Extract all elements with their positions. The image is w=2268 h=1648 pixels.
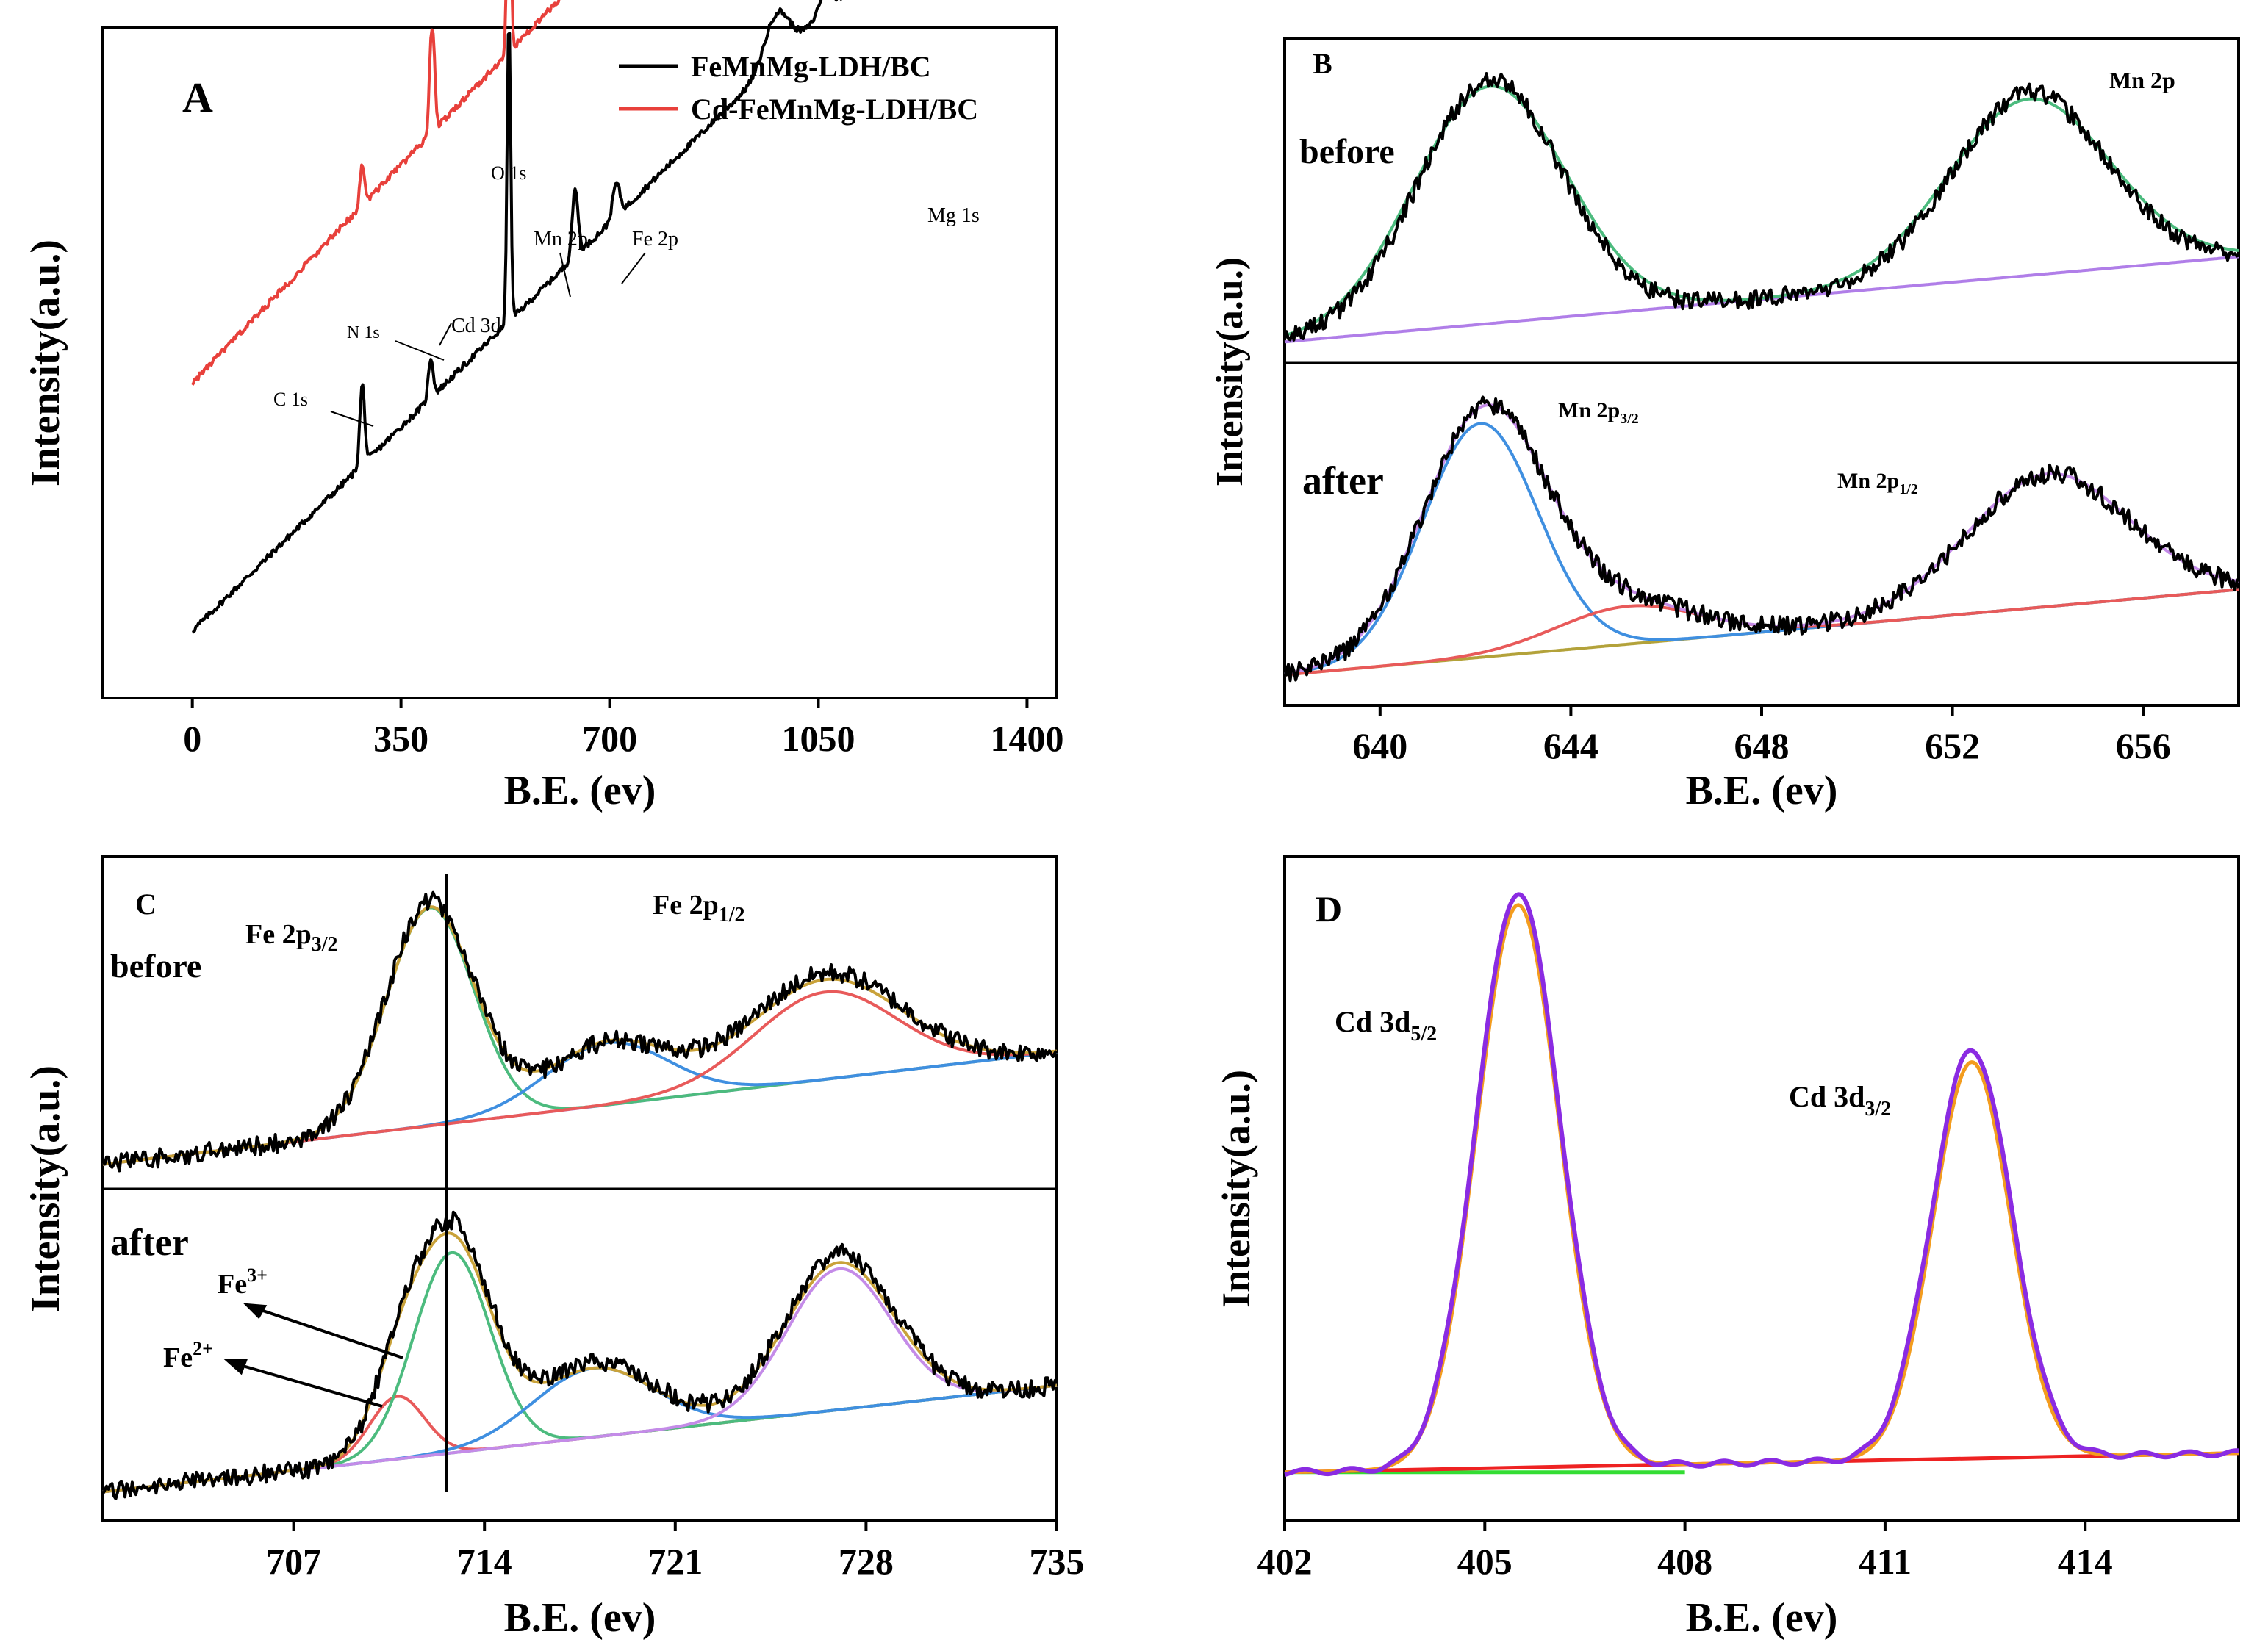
panel-c-xtick-label: 728 (839, 1541, 894, 1582)
panel-d-xtick-label: 411 (1859, 1541, 1912, 1582)
panel-c-before-raw (101, 890, 1058, 1173)
panel-a-xlabel: B.E. (ev) (504, 768, 656, 813)
panel-c-xtick-label: 707 (266, 1541, 321, 1582)
panel-b-xtick-label: 644 (1543, 725, 1598, 766)
panel-c-ylabel: Intensity(a.u.) (23, 1065, 68, 1312)
annotation-c1s: C 1s (273, 389, 308, 410)
panel-b-after-mn-2p3-2-peak (1284, 422, 2239, 676)
panel-c-after-label: after (110, 1222, 189, 1264)
panel-c-fe3-label: Fe3+ (218, 1264, 268, 1300)
panel-d-ylabel: Intensity(a.u.) (1214, 1070, 1258, 1308)
panel-b-xtick-label: 652 (1925, 725, 1980, 766)
panel-d-plot: 402 405 408 411 414 (1257, 892, 2239, 1582)
panel-b-plot: 640 644 648 652 656 (1283, 72, 2240, 766)
legend-black-label: FeMnMg-LDH/BC (691, 50, 931, 83)
panel-d-xtick-label: 402 (1257, 1541, 1313, 1582)
panel-c-xtick-label: 721 (647, 1541, 703, 1582)
panel-b-before-raw (1283, 72, 2239, 342)
panel-b-mn2p12-label: Mn 2p1/2 (1837, 469, 1918, 497)
annotation-cd3d: Cd 3d (451, 314, 501, 337)
annotation-fe2p: Fe 2p (632, 228, 678, 251)
panel-d-cd32-label: Cd 3d3/2 (1789, 1080, 1891, 1120)
panel-c-fe2p12-label: Fe 2p1/2 (653, 890, 745, 926)
panel-a-xtick-label: 1400 (990, 718, 1063, 759)
series-femnmg-ldh-bc (191, 0, 842, 634)
panel-d-xtick-label: 405 (1457, 1541, 1512, 1582)
panel-a-xtick-label: 700 (582, 718, 637, 759)
panel-c-plot: 707 714 721 728 735 (101, 874, 1085, 1582)
panel-a-ylabel: Intensity(a.u.) (23, 240, 68, 486)
legend-red-label: Cd-FeMnMg-LDH/BC (691, 93, 978, 126)
panel-a-plot: 0 350 700 1050 1400 (183, 0, 1063, 759)
panel-d-label: D (1316, 888, 1342, 929)
annotation-arrows-c (223, 1303, 403, 1408)
panel-d-frame (1283, 855, 2240, 1522)
panel-b-after-raw (1283, 395, 2240, 683)
panel-b-frame (1283, 37, 2240, 707)
panel-c-xtick-label: 714 (457, 1541, 512, 1582)
panel-d-xlabel: B.E. (ev) (1686, 1595, 1838, 1641)
panel-b-xtick-label: 640 (1352, 725, 1407, 766)
panel-c-fe2p32-label: Fe 2p3/2 (245, 919, 338, 956)
panel-b-xtick-label: 656 (2116, 725, 2171, 766)
annotation-mn2p: Mn 2p (534, 228, 588, 251)
panel-a-frame (101, 26, 1058, 699)
panel-b-xtick-label: 648 (1734, 725, 1790, 766)
panel-c-fe2-label: Fe2+ (163, 1338, 213, 1373)
panel-c-after-fe-2p1-2 (102, 1267, 1058, 1494)
panel-c-after-raw (101, 1210, 1058, 1500)
panel-c-label: C (135, 888, 157, 921)
panel-c-xlabel: B.E. (ev) (504, 1595, 656, 1641)
panel-b-after-label: after (1302, 458, 1384, 503)
panel-d-fit (1284, 903, 2239, 1475)
panel-a-xtick-label: 0 (183, 718, 201, 759)
panel-d-xtick-label: 414 (2058, 1541, 2113, 1582)
annotation-arrows-a (330, 252, 646, 427)
panel-b-ylabel: Intensity(a.u.) (1209, 257, 1251, 486)
panel-c-xtick-label: 735 (1030, 1541, 1085, 1582)
annotation-mg1s: Mg 1s (927, 204, 980, 227)
panel-a-label: A (182, 73, 213, 121)
panel-c-before-label: before (110, 947, 201, 985)
panel-d-cd52-label: Cd 3d5/2 (1335, 1005, 1437, 1046)
panel-d-xtick-label: 408 (1657, 1541, 1712, 1582)
panel-a-xtick-label: 350 (373, 718, 428, 759)
panel-d-raw (1284, 892, 2239, 1477)
series-cd-femnmg-ldh-bc (191, 0, 561, 386)
panel-a-xtick-label: 1050 (782, 718, 855, 759)
panel-b-label: B (1313, 47, 1332, 80)
annotation-n1s: N 1s (347, 323, 380, 342)
panel-b-before-label: before (1299, 132, 1395, 171)
annotation-o1s: O 1s (491, 162, 526, 184)
panel-b-mn2p32-label: Mn 2p3/2 (1558, 398, 1639, 427)
panel-b-mn2p-label: Mn 2p (2109, 67, 2175, 93)
panel-b-xlabel: B.E. (ev) (1686, 768, 1838, 813)
